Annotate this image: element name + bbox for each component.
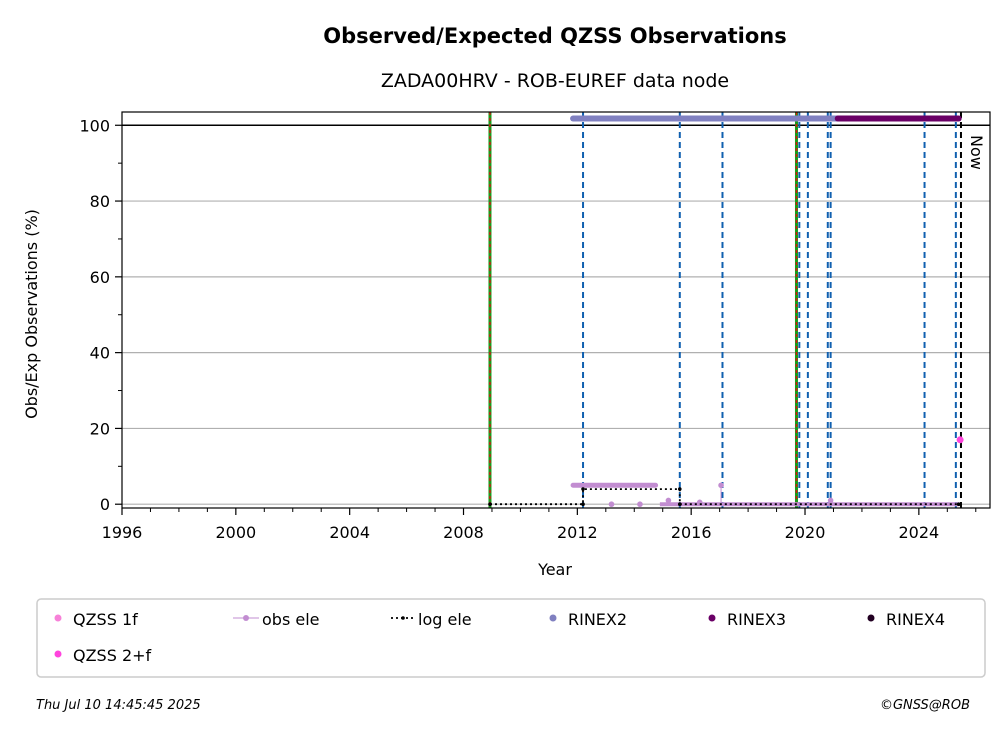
legend-marker [54, 650, 62, 658]
legend-marker [401, 616, 405, 620]
legend-box [36, 598, 986, 678]
legend: QZSS 1f obs ele log ele RINEX2 RINEX3 RINEX4 Q… [36, 598, 986, 678]
x-tick-label: 2012 [557, 523, 598, 542]
footer-timestamp: Thu Jul 10 14:45:45 2025 [36, 698, 201, 713]
y-tick-label: 100 [79, 116, 110, 135]
log-ele-point [581, 502, 585, 507]
legend-marker [54, 614, 62, 622]
log-ele-point [956, 502, 961, 507]
x-tick-label: 2004 [329, 523, 370, 542]
obs-ele-point [718, 482, 724, 489]
legend-label: log ele [418, 610, 472, 629]
footer-credit: ©GNSS@ROB [880, 698, 970, 713]
now-label: Now [967, 135, 986, 170]
x-tick-label: 2020 [785, 523, 826, 542]
y-tick-label: 0 [100, 495, 110, 514]
legend-item: RINEX3 [708, 610, 786, 629]
x-tick-label: 2008 [443, 523, 484, 542]
legend-marker [243, 615, 249, 621]
legend-item: RINEX2 [549, 610, 627, 629]
obs-ele-point [637, 501, 643, 508]
chart-title: Observed/Expected QZSS Observations [323, 24, 787, 48]
y-tick-label: 40 [90, 344, 110, 363]
legend-item: log ele [391, 610, 472, 629]
log-ele-point [488, 502, 492, 507]
log-ele-point [677, 502, 682, 507]
legend-label: RINEX2 [568, 610, 627, 629]
x-tick-label: 1996 [102, 523, 143, 542]
log-ele-line [490, 488, 959, 506]
log-ele-point [581, 487, 585, 491]
legend-label: QZSS 1f [73, 610, 138, 629]
legend-item: QZSS 2+f [54, 646, 152, 665]
y-tick-label: 80 [90, 192, 110, 211]
legend-label: obs ele [262, 610, 320, 629]
x-tick-label: 2024 [898, 523, 939, 542]
y-tick-label: 60 [90, 268, 110, 287]
legend-marker [867, 614, 875, 622]
legend-item: QZSS 1f [54, 610, 138, 629]
plot-frame [121, 111, 991, 509]
legend-item: obs ele [233, 610, 320, 629]
legend-marker [549, 614, 557, 622]
legend-marker [708, 614, 716, 622]
x-tick-label: 2000 [215, 523, 256, 542]
x-axis-label: Year [537, 560, 572, 579]
obs-ele-point [665, 497, 672, 504]
legend-label: QZSS 2+f [73, 646, 152, 665]
y-tick-label: 20 [90, 419, 110, 438]
log-ele-point [677, 487, 682, 491]
legend-label: RINEX4 [886, 610, 945, 629]
chart-subtitle: ZADA00HRV - ROB-EUREF data node [381, 70, 729, 92]
obs-ele-point [608, 501, 615, 508]
y-axis-label: Obs/Exp Observations (%) [22, 209, 41, 419]
x-tick-label: 2016 [671, 523, 712, 542]
legend-item: RINEX4 [867, 610, 945, 629]
legend-label: RINEX3 [727, 610, 786, 629]
qzss-point [956, 436, 964, 444]
obs-ele-point [827, 497, 834, 504]
plot-area: 1996 2000 2004 2008 2012 2016 2020 2024 0 20 40 60 8… [22, 111, 991, 579]
